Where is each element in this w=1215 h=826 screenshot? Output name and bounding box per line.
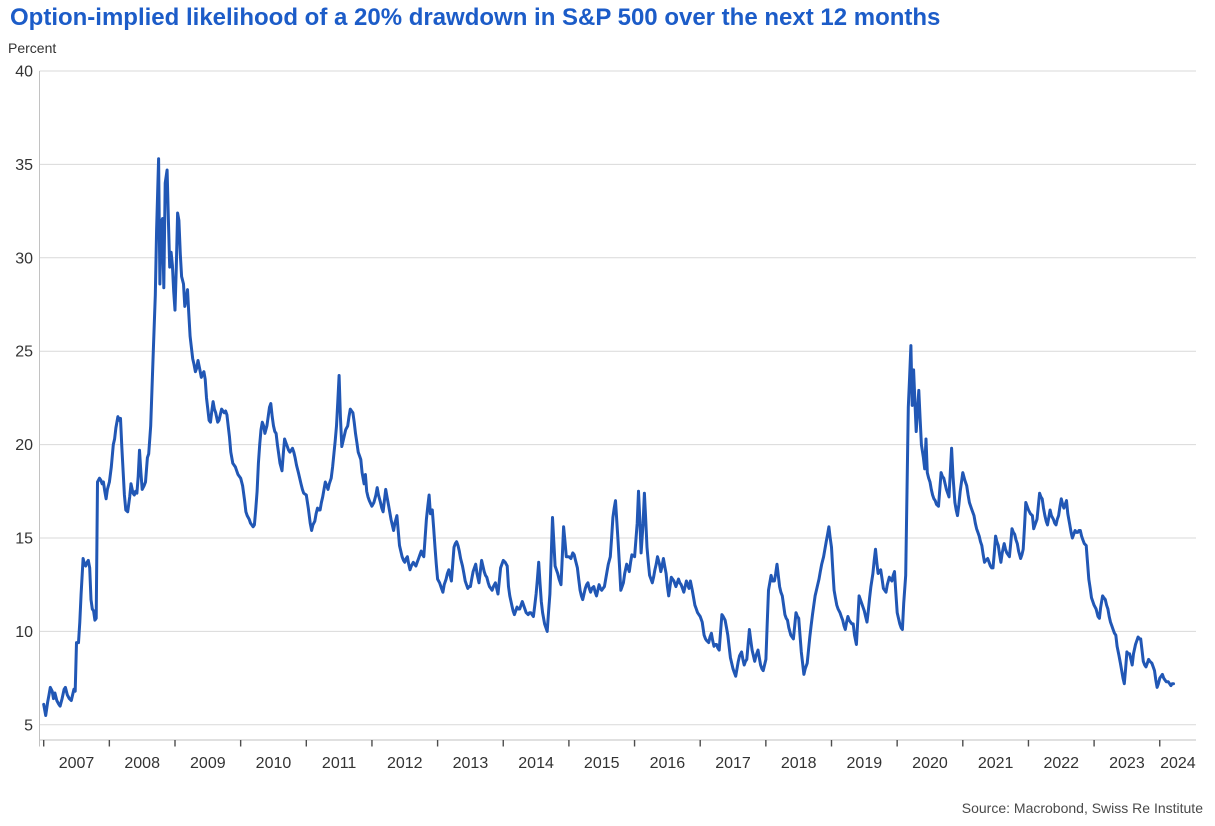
y-tick-label-25: 25 [15, 344, 33, 361]
x-tick-label-2007: 2007 [59, 755, 95, 772]
x-tick-label-2012: 2012 [387, 755, 423, 772]
x-tick-label-2015: 2015 [584, 755, 620, 772]
x-tick-label-2011: 2011 [322, 755, 357, 772]
y-tick-label-40: 40 [15, 64, 33, 81]
y-tick-label-10: 10 [15, 624, 33, 641]
y-axis-unit-label: Percent [8, 40, 57, 56]
x-tick-label-2013: 2013 [453, 755, 489, 772]
x-tick-label-2020: 2020 [912, 755, 948, 772]
chart-title: Option-implied likelihood of a 20% drawd… [10, 4, 941, 31]
y-tick-label-15: 15 [15, 531, 33, 548]
x-tick-label-2016: 2016 [650, 755, 686, 772]
y-tick-label-20: 20 [15, 437, 33, 454]
x-tick-label-2024: 2024 [1160, 755, 1196, 772]
x-tick-label-2018: 2018 [781, 755, 817, 772]
x-tick-label-2019: 2019 [847, 755, 883, 772]
x-tick-label-2008: 2008 [124, 755, 160, 772]
y-tick-label-5: 5 [24, 717, 33, 734]
x-tick-label-2014: 2014 [518, 755, 554, 772]
source-note: Source: Macrobond, Swiss Re Institute [961, 800, 1203, 816]
x-tick-label-2009: 2009 [190, 755, 226, 772]
y-tick-label-35: 35 [15, 157, 33, 174]
x-tick-label-2010: 2010 [256, 755, 292, 772]
x-tick-label-2023: 2023 [1109, 755, 1145, 772]
x-tick-label-2021: 2021 [978, 755, 1014, 772]
x-tick-label-2017: 2017 [715, 755, 751, 772]
x-tick-label-2022: 2022 [1043, 755, 1079, 772]
y-tick-label-30: 30 [15, 250, 33, 267]
likelihood-series-line [42, 157, 1175, 717]
